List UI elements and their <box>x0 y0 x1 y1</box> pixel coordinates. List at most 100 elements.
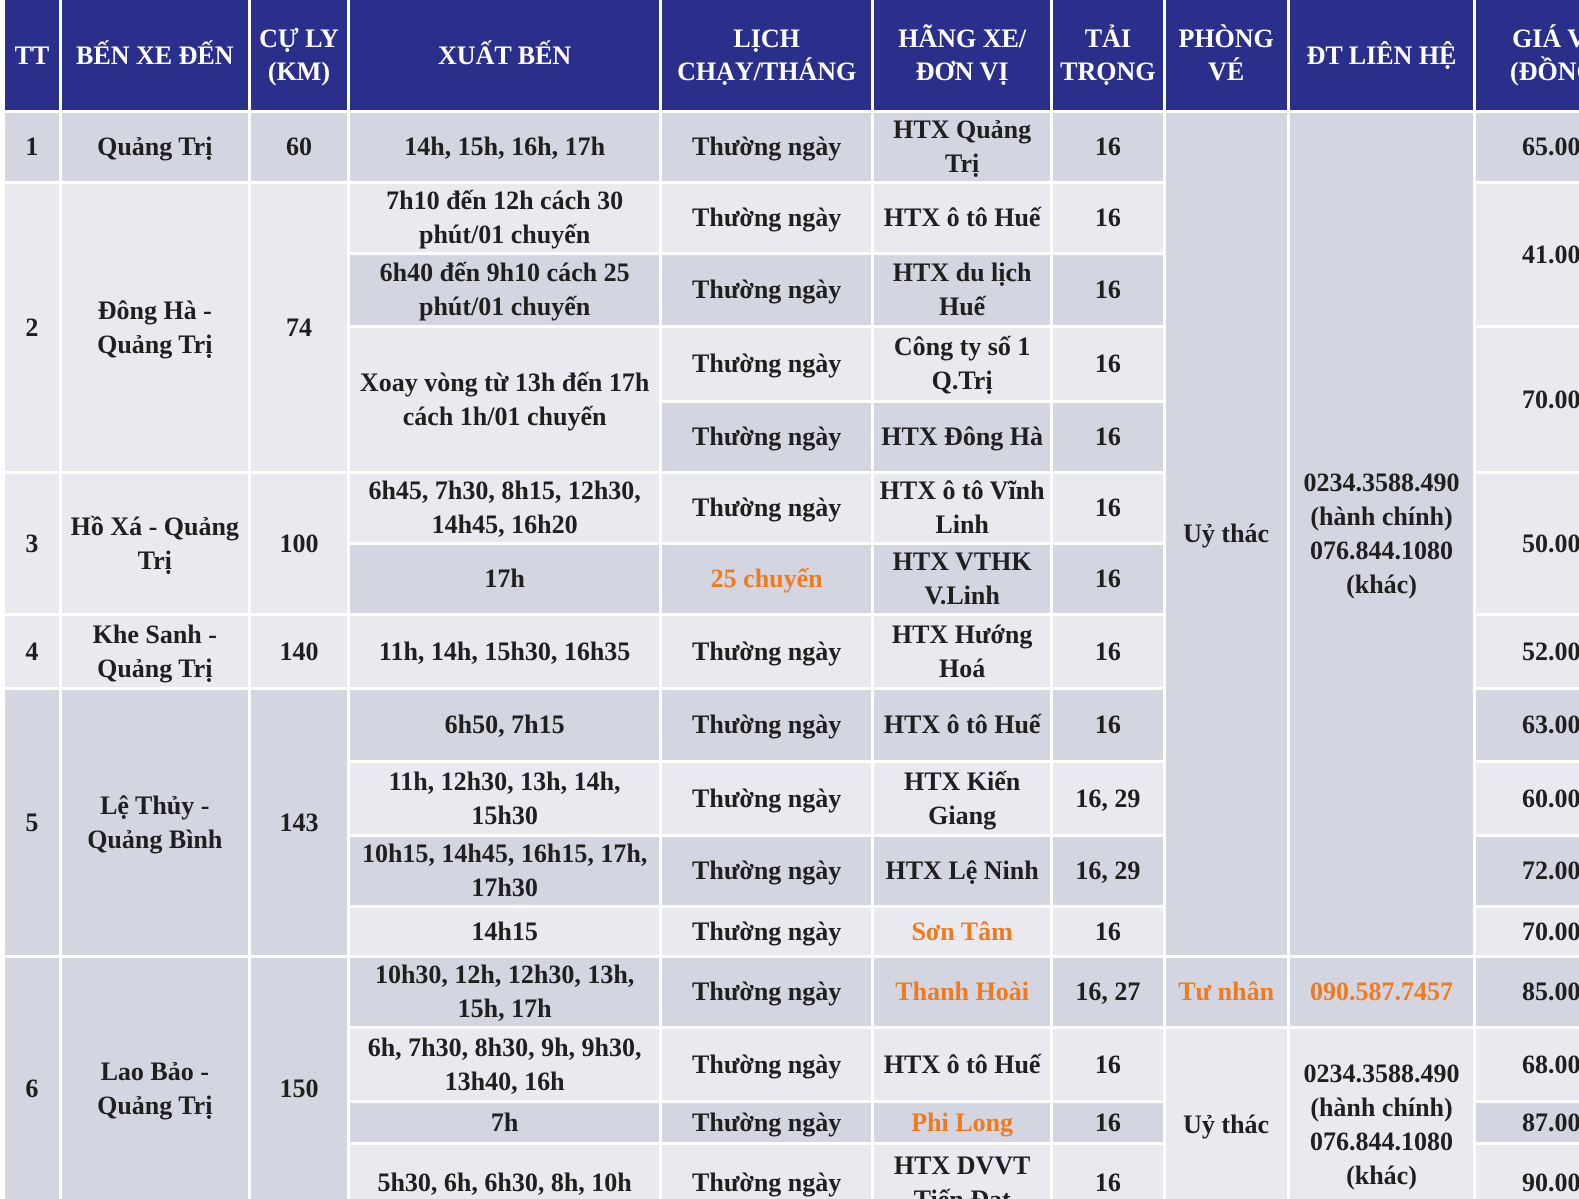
table-cell: 41.000 <box>1476 184 1579 325</box>
column-header: ĐT LIÊN HỆ <box>1289 0 1474 110</box>
table-cell: 090.587.7457 <box>1289 958 1474 1026</box>
table-cell: 1 <box>5 113 59 181</box>
table-cell: Thường ngày <box>662 184 872 252</box>
table-cell: 16 <box>1052 184 1163 252</box>
table-row: Xoay vòng từ 13h đến 17h cách 1h/01 chuy… <box>5 328 1579 471</box>
table-cell: 70.000 <box>1476 908 1579 955</box>
table-cell: 6h40 đến 9h10 cách 25 phút/01 chuyến <box>350 255 660 325</box>
table-cell: 100 <box>250 474 348 613</box>
table-cell: 3 <box>5 474 59 613</box>
column-header: GIÁ VÉ (ĐỒNG) <box>1476 0 1579 110</box>
table-cell: 16 <box>1052 1145 1163 1199</box>
table-cell: 11h, 14h, 15h30, 16h35 <box>350 616 660 687</box>
table-cell: Thường ngày <box>662 958 872 1026</box>
table-cell: 10h30, 12h, 12h30, 13h, 15h, 17h <box>350 958 660 1026</box>
table-cell: 60 <box>250 113 348 181</box>
table-cell: 16 <box>1052 113 1163 181</box>
table-cell: Thường ngày <box>662 1145 872 1199</box>
table-cell: Thường ngày <box>662 1103 872 1142</box>
table-cell: HTX Lệ Ninh <box>874 837 1050 905</box>
table-cell: 2 <box>5 184 59 471</box>
table-cell: Uỷ thác <box>1165 1029 1287 1199</box>
table-cell: 16 <box>1052 545 1163 613</box>
table-cell: 74 <box>250 184 348 471</box>
table-cell: 0234.3588.490 (hành chính) 076.844.1080 … <box>1289 1029 1474 1199</box>
table-cell: 5h30, 6h, 6h30, 8h, 10h <box>350 1145 660 1199</box>
table-cell: 72.000 <box>1476 837 1579 905</box>
column-header: LỊCH CHẠY/THÁNG <box>662 0 872 110</box>
column-header: CỰ LY (KM) <box>250 0 348 110</box>
table-cell: Sơn Tâm <box>874 908 1050 955</box>
table-row: 5 Lệ Thủy - Quảng Bình 143 6h50, 7h15 Thường… <box>5 690 1579 955</box>
table-cell: 6h50, 7h15 <box>350 690 660 760</box>
table-cell: 50.000 <box>1476 474 1579 613</box>
table-row: 3 Hồ Xá - Quảng Trị 100 6h45, 7h30, 8h15, 1… <box>5 474 1579 613</box>
table-cell: 10h15, 14h45, 16h15, 17h, 17h30 <box>350 837 660 905</box>
table-cell: Thường ngày <box>662 763 872 834</box>
table-cell: 6 <box>5 958 59 1199</box>
table-cell: Thường ngày <box>662 474 872 542</box>
table-cell: HTX ô tô Vĩnh Linh <box>874 474 1050 542</box>
column-header: BẾN XE ĐẾN <box>61 0 248 110</box>
table-cell: HTX ô tô Huế <box>874 184 1050 252</box>
table-cell: 16 <box>1052 403 1163 471</box>
table-cell: HTX Hướng Hoá <box>874 616 1050 687</box>
table-cell: 16 <box>1052 255 1163 325</box>
table-cell: Xoay vòng từ 13h đến 17h cách 1h/01 chuy… <box>350 328 660 471</box>
table-cell: 14h, 15h, 16h, 17h <box>350 113 660 181</box>
table-row: 5h30, 6h, 6h30, 8h, 10h Thường ngày HTX DV… <box>5 1145 1579 1199</box>
table-cell: 150 <box>250 958 348 1199</box>
table-cell: Thường ngày <box>662 616 872 687</box>
table-cell: 6h45, 7h30, 8h15, 12h30, 14h45, 16h20 <box>350 474 660 542</box>
table-cell: Lao Bảo - Quảng Trị <box>61 958 248 1199</box>
table-cell: 11h, 12h30, 13h, 14h, 15h30 <box>350 763 660 834</box>
column-header: PHÒNG VÉ <box>1165 0 1287 110</box>
table-cell: Thường ngày <box>662 403 872 471</box>
table-cell: 16 <box>1052 1103 1163 1142</box>
table-cell: Khe Sanh - Quảng Trị <box>61 616 248 687</box>
table-cell: 16 <box>1052 616 1163 687</box>
table-cell: HTX ô tô Huế <box>874 1029 1050 1100</box>
table-cell: 16 <box>1052 1029 1163 1100</box>
table-cell: 68.000 <box>1476 1029 1579 1100</box>
table-cell: Tư nhân <box>1165 958 1287 1026</box>
table-cell: Thường ngày <box>662 113 872 181</box>
table-row: 11h, 12h30, 13h, 14h, 15h30 Thường ngày HT… <box>5 763 1579 834</box>
table-row: 10h15, 14h45, 16h15, 17h, 17h30 Thường ng… <box>5 837 1579 905</box>
table-row: 2 Đông Hà - Quảng Trị 74 7h10 đến 12h cách … <box>5 184 1579 471</box>
table-cell: 4 <box>5 616 59 687</box>
table-row: 6 Lao Bảo - Quảng Trị 150 10h30, 12h, 12h30… <box>5 958 1579 1199</box>
column-header: TT <box>5 0 59 110</box>
table-row: 1 Quảng Trị 60 14h, 15h, 16h, 17h Thường ngà… <box>5 113 1579 955</box>
table-cell: 16 <box>1052 690 1163 760</box>
table-cell: 52.000 <box>1476 616 1579 687</box>
table-row: Thường ngày HTX Đông Hà 16 <box>5 403 1579 471</box>
table-cell: 87.000 <box>1476 1103 1579 1142</box>
table-cell: HTX Kiến Giang <box>874 763 1050 834</box>
table-cell: 140 <box>250 616 348 687</box>
table-cell: 63.000 <box>1476 690 1579 760</box>
table-row: 6h40 đến 9h10 cách 25 phút/01 chuyến Thườ… <box>5 255 1579 325</box>
table-cell: 14h15 <box>350 908 660 955</box>
table-cell: 16 <box>1052 328 1163 400</box>
table-cell: HTX VTHK V.Linh <box>874 545 1050 613</box>
table-cell: Đông Hà - Quảng Trị <box>61 184 248 471</box>
table-cell: 85.000 <box>1476 958 1579 1026</box>
column-header: HÃNG XE/ ĐƠN VỊ <box>874 0 1050 110</box>
table-cell: 60.000 <box>1476 763 1579 834</box>
table-cell: HTX du lịch Huế <box>874 255 1050 325</box>
table-cell: Thường ngày <box>662 837 872 905</box>
table-cell: 16, 27 <box>1052 958 1163 1026</box>
table-row: 4 Khe Sanh - Quảng Trị 140 11h, 14h, 15h30,… <box>5 616 1579 687</box>
column-header: TẢI TRỌNG <box>1052 0 1163 110</box>
table-cell: 90.000 <box>1476 1145 1579 1199</box>
table-cell: 143 <box>250 690 348 955</box>
table-row: 6h, 7h30, 8h30, 9h, 9h30, 13h40, 16h Thườ… <box>5 1029 1579 1199</box>
table-cell: Quảng Trị <box>61 113 248 181</box>
table-cell: Thường ngày <box>662 908 872 955</box>
table-cell: Thường ngày <box>662 328 872 400</box>
